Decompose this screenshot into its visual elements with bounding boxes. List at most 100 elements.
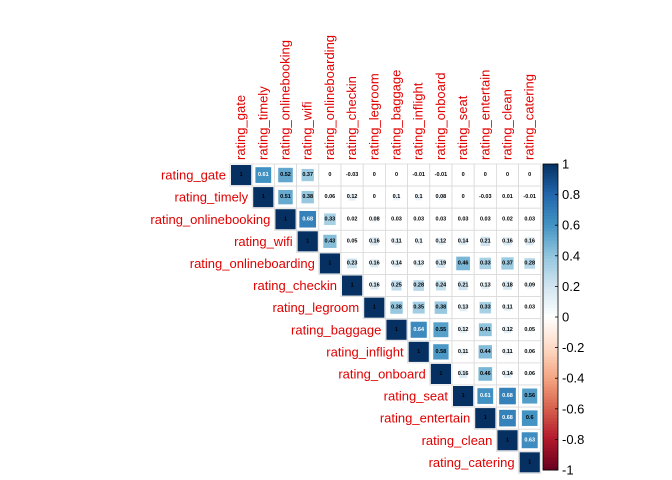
heatmap-cell-square xyxy=(497,430,518,451)
heatmap-cell-value: 0.13 xyxy=(413,260,424,266)
heatmap-cell-value: 0.24 xyxy=(436,283,448,289)
heatmap-cells: 1 0.61 0.52 0.37 0 -0.03 0 0 -0.01 -0.01 0 0 0 01 0.51… xyxy=(229,163,542,474)
heatmap-cell-value: 0.02 xyxy=(347,216,358,222)
heatmap-cell-value: 0.03 xyxy=(524,216,535,222)
heatmap-cell-value: 1 xyxy=(373,305,376,311)
heatmap-cell-value: 0.6 xyxy=(526,415,534,421)
color-bar-segment xyxy=(543,448,558,453)
color-bar-segment xyxy=(543,304,558,309)
color-bar-segment xyxy=(543,194,558,199)
heatmap-cell-value: 0.35 xyxy=(413,305,424,311)
heatmap-cell-square xyxy=(348,193,356,201)
heatmap-cell-value: 0.38 xyxy=(436,305,447,311)
color-bar-segment xyxy=(543,454,558,459)
heatmap-cell-square xyxy=(253,187,274,208)
heatmap-cell-value: 0.33 xyxy=(480,305,491,311)
color-bar-segment xyxy=(543,203,558,208)
heatmap-cell-value: 0 xyxy=(373,194,376,200)
row-label: rating_onlinebooking xyxy=(150,212,270,227)
color-bar-segment xyxy=(543,243,558,248)
heatmap-cell-square xyxy=(506,217,509,221)
heatmap-cell-value: 0.05 xyxy=(347,238,358,244)
heatmap-cell-square xyxy=(370,237,379,246)
color-bar-segment xyxy=(543,390,558,394)
row-label: rating_inflight xyxy=(326,344,404,359)
row-label: rating_checkin xyxy=(253,278,337,293)
heatmap-cell-square xyxy=(433,344,449,360)
color-bar-segment xyxy=(543,277,558,281)
color-bar-segment xyxy=(543,338,558,342)
column-label: rating_wifi xyxy=(300,101,315,160)
heatmap-cell-value: 0.16 xyxy=(502,238,513,244)
heatmap-cell-value: 0.11 xyxy=(502,305,512,311)
color-bar-segment xyxy=(543,185,558,189)
color-bar-tick-label: -0.4 xyxy=(562,371,584,386)
color-bar-segment xyxy=(543,466,558,471)
heatmap-cell-square xyxy=(435,280,446,291)
heatmap-cell-square xyxy=(453,386,474,407)
heatmap-cell-square xyxy=(416,217,421,221)
heatmap-cell-square xyxy=(527,327,532,332)
color-bar-segment xyxy=(543,249,558,254)
color-bar-segment xyxy=(543,301,558,306)
row-label: rating_timely xyxy=(174,190,248,205)
heatmap-cell-square xyxy=(430,363,451,384)
heatmap-cell-value: 0.11 xyxy=(391,238,401,244)
heatmap-cell-value: 0 xyxy=(484,172,487,178)
heatmap-cell-square xyxy=(525,237,534,246)
color-bar-segment xyxy=(543,280,558,284)
color-bar-segment xyxy=(543,209,558,214)
heatmap-cell-value: 0.43 xyxy=(325,238,336,244)
color-bar-segment xyxy=(543,307,558,312)
row-label: rating_baggage xyxy=(291,322,381,337)
heatmap-cell-value: 1 xyxy=(328,260,331,266)
color-bar-segment xyxy=(543,378,558,382)
heatmap-cell-square xyxy=(456,256,470,271)
heatmap-cell-value: 1 xyxy=(351,283,354,289)
heatmap-cell-square xyxy=(390,301,403,314)
color-bar-segment xyxy=(543,439,558,443)
color-bar-segment xyxy=(543,350,558,355)
heatmap-cell-value: -0.03 xyxy=(479,194,492,200)
color-bar-segment xyxy=(543,170,558,174)
color-bar-segment xyxy=(543,442,558,447)
color-bar-segment xyxy=(543,405,558,410)
heatmap-cell-square xyxy=(319,253,340,274)
color-bar-segment xyxy=(543,460,558,465)
heatmap-cell-square xyxy=(412,301,425,314)
color-bar-segment xyxy=(543,317,558,321)
color-bar-segment xyxy=(543,372,558,376)
color-bar-segment xyxy=(543,362,558,367)
heatmap-cell-value: 0.37 xyxy=(302,172,313,178)
heatmap-cell-value: 0 xyxy=(395,172,398,178)
column-label: rating_gate xyxy=(233,95,248,160)
heatmap-cell-value: 0.14 xyxy=(502,371,514,377)
heatmap-cell-square xyxy=(278,167,293,183)
column-label: rating_clean xyxy=(500,89,515,160)
color-bar-segment xyxy=(543,212,558,217)
column-labels: rating_gate rating_timely rating_onlineboo… xyxy=(233,35,537,160)
heatmap-cell-square xyxy=(478,367,493,381)
column-label: rating_catering xyxy=(522,74,537,160)
heatmap-cell-value: 0.52 xyxy=(280,172,291,178)
color-bar-segment xyxy=(543,344,558,349)
color-bar-segment xyxy=(543,167,558,171)
heatmap-cell-value: 0.12 xyxy=(458,327,469,333)
heatmap-cell-square xyxy=(386,319,407,340)
heatmap-cell-value: 0.11 xyxy=(502,349,512,355)
heatmap-cell-square xyxy=(413,280,425,291)
heatmap-cell-square xyxy=(483,195,488,199)
color-bar-segment xyxy=(543,295,558,300)
color-bar-segment xyxy=(543,216,558,220)
heatmap-cell-value: 0 xyxy=(462,172,465,178)
heatmap-cell-value: 0.61 xyxy=(480,393,491,399)
heatmap-cell-square xyxy=(438,194,444,200)
color-bar-segment xyxy=(543,179,558,183)
heatmap-cell-value: 0.05 xyxy=(524,327,535,333)
heatmap-cell-square xyxy=(504,304,511,311)
color-bar-segment xyxy=(543,206,558,211)
heatmap-cell-square xyxy=(323,234,337,248)
heatmap-cell-value: 0.16 xyxy=(369,283,380,289)
column-label: rating_legroom xyxy=(366,73,381,160)
